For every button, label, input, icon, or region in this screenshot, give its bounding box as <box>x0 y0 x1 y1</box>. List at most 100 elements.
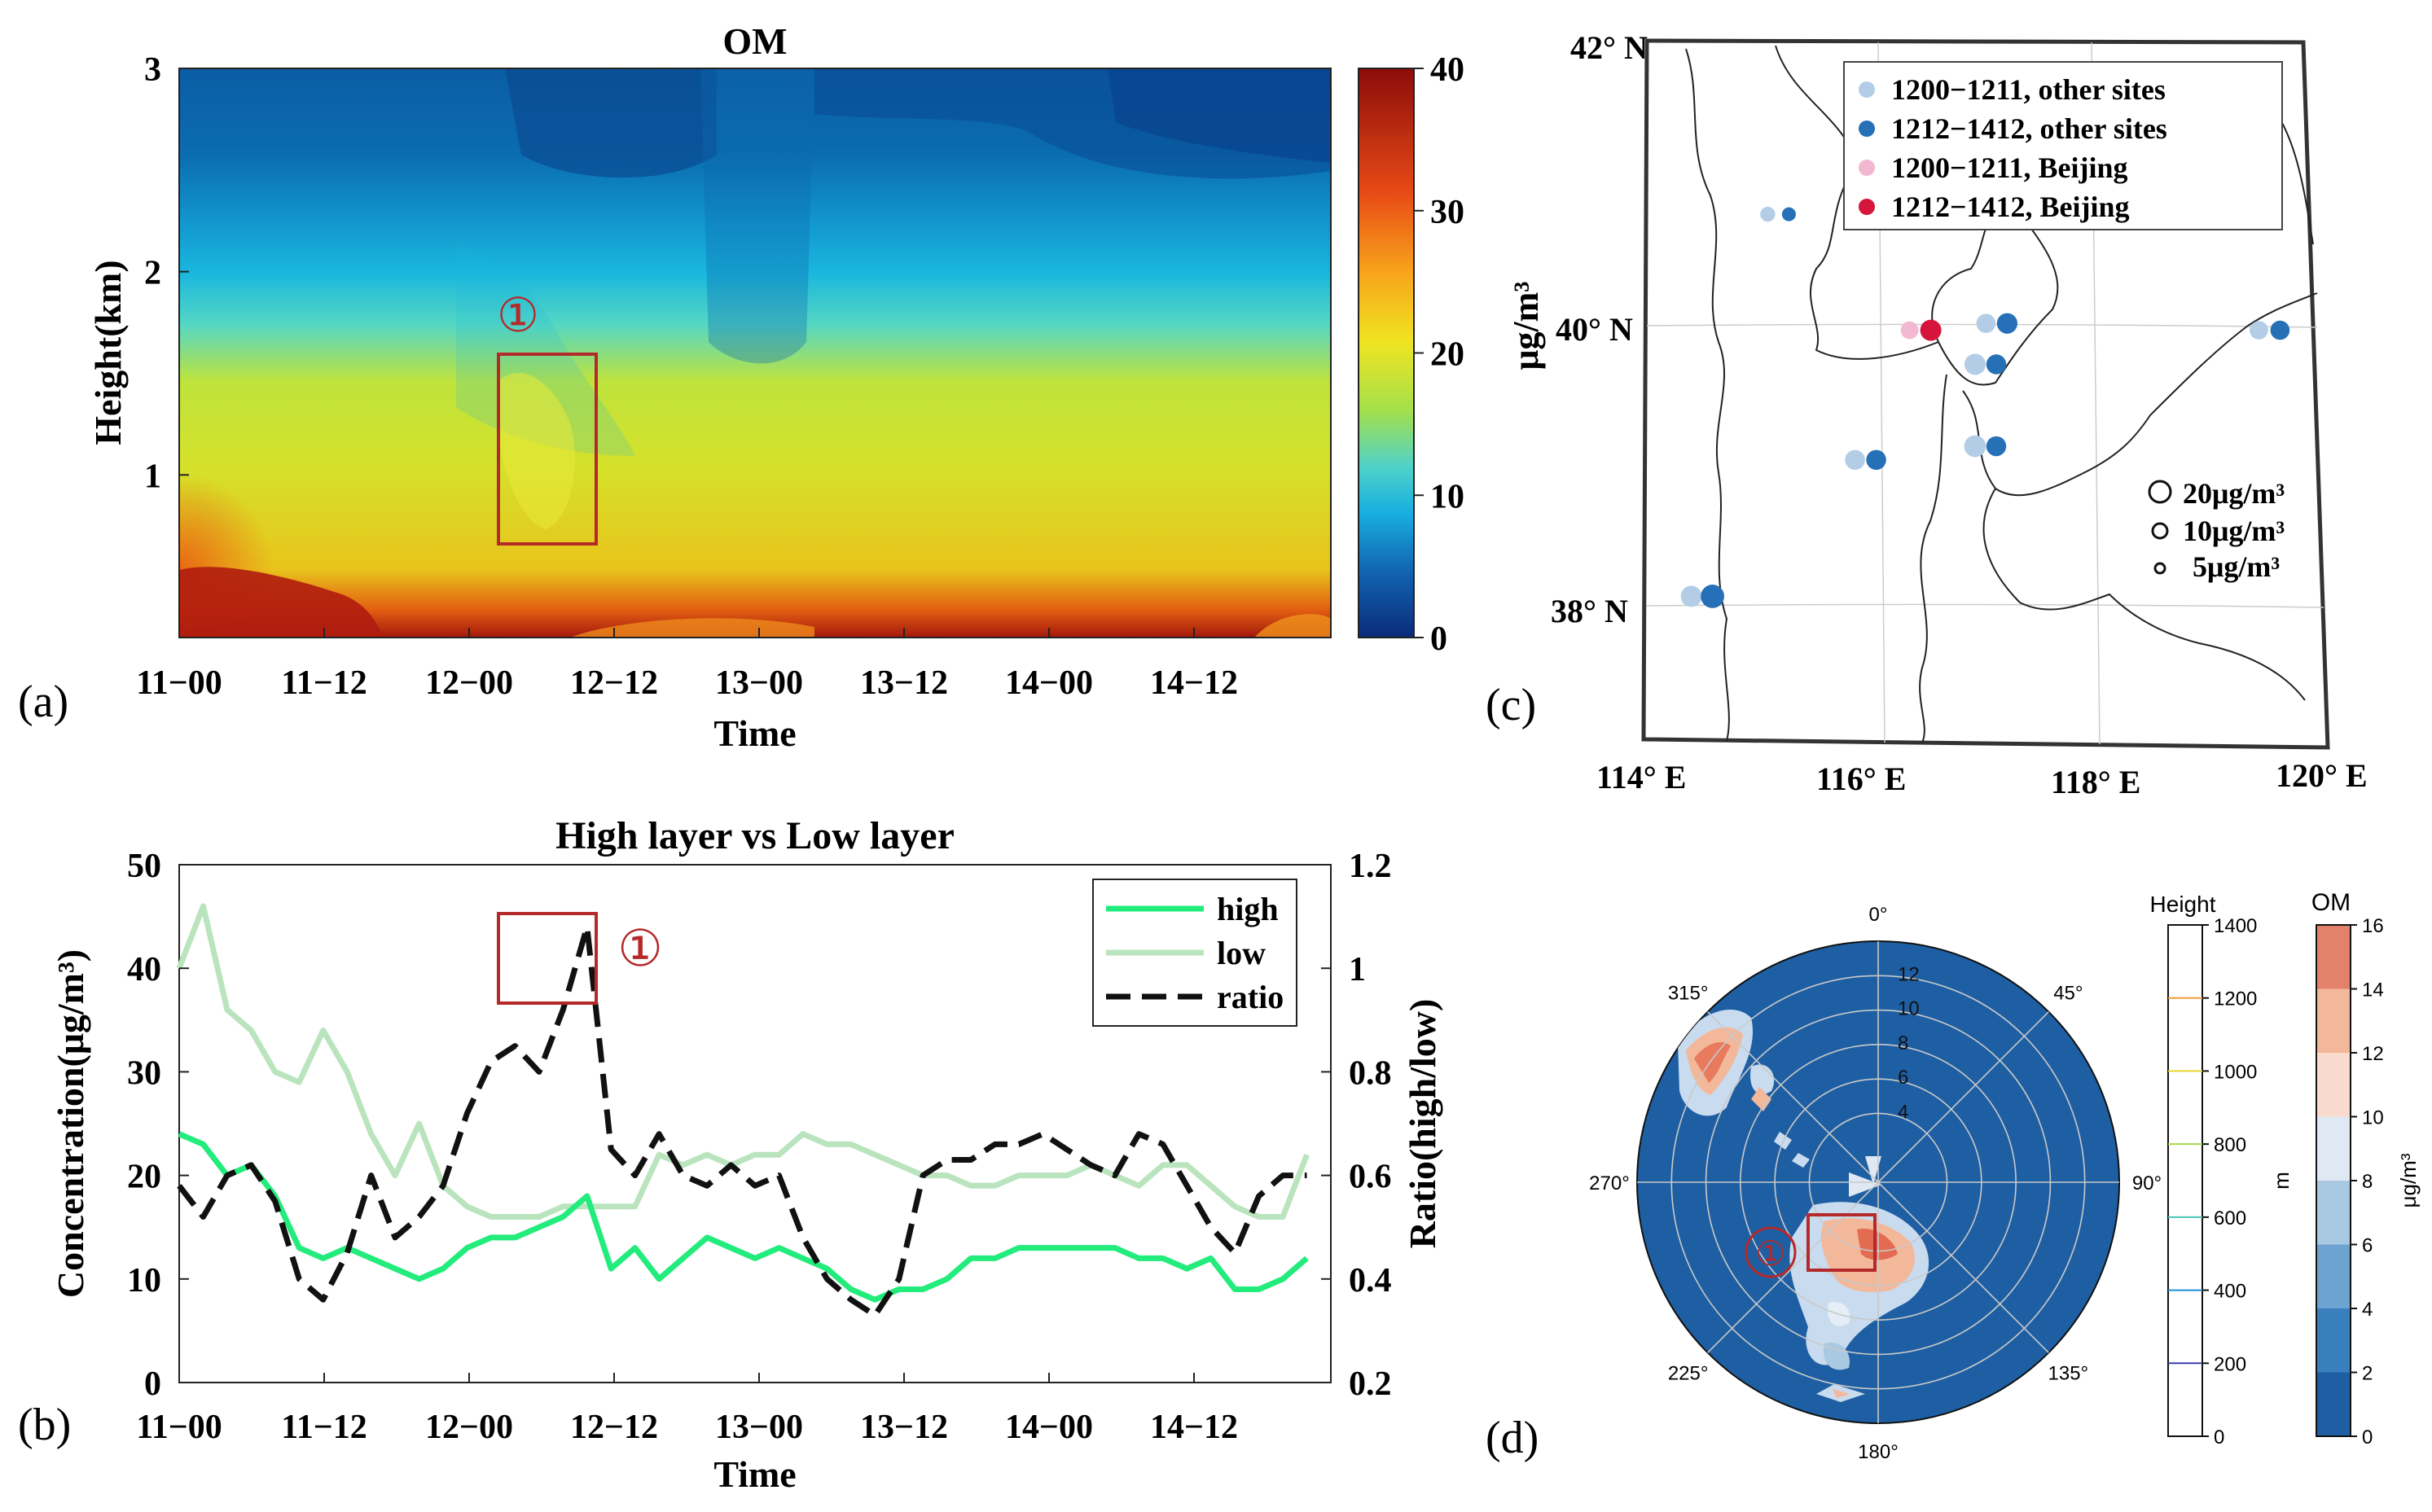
legend-item-2: 1212−1412, other sites <box>1891 112 2167 145</box>
b-y2-tick-label: 0.6 <box>1349 1159 1392 1196</box>
a-x-tick-label: 11−00 <box>136 664 222 702</box>
panel-c-letter: (c) <box>1486 680 1536 730</box>
a-x-tick-label: 12−12 <box>570 664 658 702</box>
colorbar-tick-label: 10 <box>1430 478 1464 515</box>
b-y-tick-label: 40 <box>127 951 161 988</box>
om-colorbar-band <box>2316 1116 2351 1181</box>
b-y2-tick-label: 1.2 <box>1349 848 1392 885</box>
site-marker-early <box>1680 585 1702 607</box>
polar-spoke <box>1707 1011 1879 1183</box>
b-x-tick-label: 13−12 <box>860 1409 948 1446</box>
panel-d-marker: ① <box>1745 1213 1877 1278</box>
svg-text:116° E: 116° E <box>1816 760 1906 797</box>
svg-text:①: ① <box>497 289 539 342</box>
b-x-tick-label: 14−12 <box>1150 1409 1238 1446</box>
om-tick-label: 2 <box>2362 1363 2373 1385</box>
om-colorbar-band <box>2316 988 2351 1053</box>
svg-text:①: ① <box>1755 1236 1786 1273</box>
svg-text:120° E: 120° E <box>2276 757 2368 794</box>
panel-a-letter: (a) <box>18 677 68 727</box>
svg-text:42° N: 42° N <box>1570 29 1648 66</box>
colorbar-tick-label: 30 <box>1430 194 1464 231</box>
om-tick-label: 0 <box>2362 1427 2373 1448</box>
height-tick-label: 400 <box>2214 1281 2246 1303</box>
panel-b-x-axis: 11−00 11−12 12−00 12−12 13−00 13−12 14−00 14−12 <box>136 1373 1238 1446</box>
panel-b-title: High layer vs Low layer <box>555 814 955 857</box>
b-y-tick-label: 10 <box>127 1262 161 1299</box>
polar-angle-label: 270° <box>1589 1172 1630 1194</box>
height-tick-label: 0 <box>2214 1427 2224 1448</box>
polar-ring-label: 8 <box>1898 1032 1908 1054</box>
polar-spoke <box>1877 1181 2049 1353</box>
polar-angle-label: 135° <box>2048 1362 2089 1384</box>
series-line-high <box>178 1131 1309 1303</box>
site-marker-late <box>1996 313 2018 334</box>
panel-a-x-axis: 11−00 11−12 12−00 12−12 13−00 13−12 14−00 14−12 <box>136 628 1238 702</box>
om-tick-label: 12 <box>2362 1043 2384 1065</box>
site-marker-early <box>1760 206 1776 222</box>
polar-angle-label: 0° <box>1869 904 1888 926</box>
panel-b-y2label: Ratio(high/low) <box>1402 999 1443 1249</box>
b-y2-tick-label: 0.8 <box>1349 1054 1392 1092</box>
panel-c-map: 1200−1211, other sites 1212−1412, other … <box>1486 29 2368 800</box>
panel-a-y-axis: 1 2 3 <box>144 51 189 495</box>
site-marker-early <box>1845 449 1865 471</box>
legend-item-3: 1200−1211, Beijing <box>1891 151 2128 184</box>
site-marker-early <box>1976 313 1996 334</box>
b-x-tick-label: 13−00 <box>715 1409 803 1446</box>
om-colorbar-band <box>2316 1181 2351 1245</box>
height-tick-label: 200 <box>2214 1353 2246 1375</box>
panel-b-y2-axis: 0.2 0.4 0.6 0.8 1 1.2 <box>1321 848 1392 1403</box>
om-colorbar-unit: μg/m³ <box>2396 1153 2421 1207</box>
colorbar-tick-label: 0 <box>1430 620 1447 658</box>
om-colorbar-band <box>2316 1372 2351 1436</box>
b-x-tick-label: 11−12 <box>281 1409 367 1446</box>
height-colorbar-ticks: 0 200 400 600 800 1000 1200 1400 <box>2168 915 2257 1448</box>
height-colorbar-unit: m <box>2269 1172 2294 1190</box>
polar-ring-label: 12 <box>1898 963 1920 985</box>
svg-text:40° N: 40° N <box>1556 311 1633 348</box>
panel-a-heatmap: OM ① 11−00 11−12 12−00 12−12 13−00 13−12 14−00… <box>18 20 1464 754</box>
panel-b-y-axis: 0 10 20 30 40 50 <box>127 848 189 1403</box>
a-x-tick-label: 14−00 <box>1005 664 1093 702</box>
a-y-tick-label: 1 <box>144 458 161 495</box>
polar-angle-label: 315° <box>1668 983 1709 1005</box>
map-sites <box>1680 206 2290 608</box>
b-x-tick-label: 12−00 <box>425 1409 513 1446</box>
om-colorbar-band <box>2316 925 2351 989</box>
om-tick-label: 14 <box>2362 980 2384 1001</box>
site-marker-early <box>1900 321 1919 340</box>
panel-a-xlabel: Time <box>713 712 796 754</box>
b-y2-tick-label: 1 <box>1349 951 1366 988</box>
svg-text:①: ① <box>617 922 663 977</box>
panel-b-legend: high low ratio <box>1092 879 1297 1027</box>
legend-high: high <box>1217 891 1279 927</box>
height-tick-label: 1000 <box>2214 1061 2257 1083</box>
height-tick-label: 600 <box>2214 1207 2246 1229</box>
polar-angle-label: 90° <box>2132 1172 2162 1194</box>
b-y2-tick-label: 0.4 <box>1349 1262 1392 1299</box>
svg-text:10μg/m³: 10μg/m³ <box>2183 515 2285 547</box>
map-lon-ticks: 114° E 116° E 118° E 120° E <box>1596 757 2368 800</box>
om-tick-label: 16 <box>2362 915 2384 937</box>
panel-b-line-chart: High layer vs Low layer ① high low ratio… <box>18 814 1443 1495</box>
polar-ring-label: 6 <box>1898 1067 1908 1089</box>
polar-spoke <box>1877 1011 2049 1183</box>
polar-grid: 4 6 8 10 12 <box>1637 941 2119 1423</box>
svg-text:38° N: 38° N <box>1551 593 1628 629</box>
panel-a-title: OM <box>722 20 787 62</box>
heatmap-field <box>179 68 1331 638</box>
b-x-tick-label: 12−12 <box>570 1409 658 1446</box>
polar-angle-label: 225° <box>1668 1362 1709 1384</box>
colorbar-tick-label: 40 <box>1430 51 1464 89</box>
legend-item-4: 1212−1412, Beijing <box>1891 191 2130 223</box>
site-marker-late <box>1701 585 1725 608</box>
map-size-legend: 20μg/m³ 10μg/m³ 5μg/m³ <box>2148 477 2285 583</box>
b-y-tick-label: 50 <box>127 848 161 885</box>
height-tick-label: 1200 <box>2214 988 2257 1010</box>
a-y-tick-label: 3 <box>144 51 161 89</box>
panel-d-letter: (d) <box>1486 1413 1539 1463</box>
svg-text:118° E: 118° E <box>2051 764 2140 800</box>
b-y-tick-label: 20 <box>127 1159 161 1196</box>
